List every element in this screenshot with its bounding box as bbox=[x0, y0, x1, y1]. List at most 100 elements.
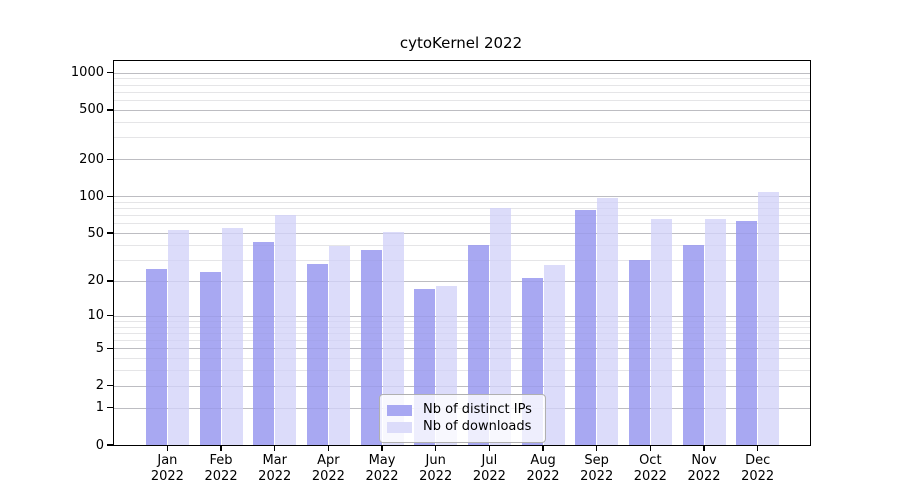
y-tick-1 bbox=[107, 406, 113, 409]
gridline-minor-overlay-8 bbox=[114, 326, 810, 328]
gridline-minor-overlay-800 bbox=[114, 84, 810, 86]
x-tick-month: Jun bbox=[425, 453, 446, 468]
x-tick-month: Dec bbox=[745, 453, 771, 468]
legend-swatch-downloads bbox=[387, 421, 412, 433]
x-tick-label-apr: Apr 2022 bbox=[300, 453, 356, 484]
bar-downloads-nov bbox=[704, 219, 726, 445]
x-tick-month: Jul bbox=[481, 453, 498, 468]
gridline-major-50 bbox=[114, 233, 810, 235]
x-tick-year: 2022 bbox=[633, 468, 667, 484]
y-tick-100 bbox=[107, 195, 113, 197]
x-tick-year: 2022 bbox=[419, 468, 453, 484]
bar-ips-oct bbox=[628, 259, 650, 445]
x-tick-mar bbox=[274, 445, 276, 451]
y-tick-0 bbox=[107, 444, 113, 446]
x-tick-year: 2022 bbox=[472, 468, 506, 484]
legend-item-downloads: Nb of downloads bbox=[387, 419, 537, 435]
gridline-major-overlay-500 bbox=[114, 109, 810, 111]
x-tick-month: Feb bbox=[209, 453, 233, 468]
gridline-major-overlay-100 bbox=[114, 196, 810, 198]
y-tick-label-1000: 1000 bbox=[70, 65, 104, 81]
gridline-major-100 bbox=[114, 196, 810, 198]
gridline-minor-overlay-3 bbox=[114, 370, 810, 372]
bar-downloads-jul bbox=[489, 208, 511, 445]
gridline-minor-overlay-400 bbox=[114, 121, 810, 123]
x-tick-jan bbox=[166, 445, 169, 451]
x-tick-label-jul: Jul 2022 bbox=[461, 453, 517, 484]
gridline-minor-overlay-4 bbox=[114, 358, 810, 360]
x-tick-label-jun: Jun 2022 bbox=[408, 453, 464, 484]
gridline-minor-700 bbox=[114, 91, 810, 93]
gridline-major-2 bbox=[114, 385, 810, 387]
gridline-major-500 bbox=[114, 109, 810, 111]
x-tick-month: Mar bbox=[262, 453, 287, 468]
x-tick-year: 2022 bbox=[580, 468, 614, 484]
y-tick-label-10: 10 bbox=[87, 308, 104, 324]
legend-swatch-distinct-ips bbox=[387, 404, 412, 416]
x-tick-month: Jan bbox=[157, 453, 178, 468]
x-tick-dec bbox=[757, 445, 759, 451]
x-tick-month: Apr bbox=[317, 453, 340, 468]
x-tick-month: Nov bbox=[691, 453, 717, 468]
x-tick-label-feb: Feb 2022 bbox=[193, 453, 249, 484]
bar-ips-apr bbox=[306, 263, 328, 445]
y-tick-label-0: 0 bbox=[95, 437, 104, 453]
gridline-major-200 bbox=[114, 159, 810, 161]
gridline-minor-overlay-300 bbox=[114, 137, 810, 139]
gridline-major-10 bbox=[114, 315, 810, 317]
gridline-minor-overlay-40 bbox=[114, 244, 810, 246]
x-tick-year: 2022 bbox=[150, 468, 184, 484]
gridline-major-overlay-1000 bbox=[114, 72, 810, 74]
x-tick-year: 2022 bbox=[687, 468, 721, 484]
bar-downloads-feb bbox=[221, 228, 243, 445]
y-tick-1000 bbox=[107, 71, 113, 74]
legend-item-distinct-ips: Nb of distinct IPs bbox=[387, 402, 537, 418]
x-tick-sep bbox=[596, 445, 598, 451]
y-tick-label-50: 50 bbox=[87, 225, 104, 241]
x-tick-month: Oct bbox=[639, 453, 662, 468]
bar-downloads-dec bbox=[758, 192, 780, 445]
plot-area: Nb of distinct IPs Nb of downloads 0 1 2 5 1… bbox=[71, 60, 811, 484]
bar-ips-nov bbox=[682, 244, 704, 445]
gridline-major-20 bbox=[114, 280, 810, 282]
y-tick-5 bbox=[107, 347, 113, 350]
x-tick-aug bbox=[542, 445, 544, 451]
x-tick-year: 2022 bbox=[526, 468, 560, 484]
gridline-minor-40 bbox=[114, 244, 810, 246]
x-tick-label-dec: Dec 2022 bbox=[730, 453, 786, 484]
y-tick-label-500: 500 bbox=[79, 102, 104, 118]
gridline-minor-overlay-6 bbox=[114, 340, 810, 342]
y-tick-20 bbox=[107, 280, 113, 282]
gridline-major-overlay-2 bbox=[114, 385, 810, 387]
x-tick-label-jan: Jan 2022 bbox=[139, 453, 195, 484]
x-tick-feb bbox=[220, 445, 222, 451]
x-tick-month: May bbox=[368, 453, 396, 468]
chart-title: cytoKernel 2022 bbox=[399, 34, 523, 52]
x-tick-year: 2022 bbox=[311, 468, 345, 484]
legend: Nb of distinct IPs Nb of downloads bbox=[379, 394, 546, 443]
x-tick-label-nov: Nov 2022 bbox=[676, 453, 732, 484]
x-tick-month: Aug bbox=[530, 453, 556, 468]
gridline-minor-800 bbox=[114, 84, 810, 86]
gridline-minor-90 bbox=[114, 201, 810, 203]
bar-downloads-may bbox=[382, 232, 404, 445]
y-tick-500 bbox=[107, 109, 113, 111]
gridline-minor-overlay-900 bbox=[114, 78, 810, 80]
gridline-minor-4 bbox=[114, 358, 810, 360]
gridline-minor-3 bbox=[114, 370, 810, 372]
bar-ips-feb bbox=[199, 271, 221, 445]
gridline-minor-60 bbox=[114, 223, 810, 225]
bar-ips-may bbox=[360, 250, 382, 445]
bar-ips-dec bbox=[736, 220, 758, 445]
y-tick-label-1: 1 bbox=[95, 400, 104, 416]
y-tick-label-200: 200 bbox=[79, 151, 104, 167]
y-tick-label-2: 2 bbox=[95, 378, 104, 394]
x-tick-year: 2022 bbox=[365, 468, 399, 484]
x-tick-label-oct: Oct 2022 bbox=[622, 453, 678, 484]
x-tick-label-sep: Sep 2022 bbox=[569, 453, 625, 484]
gridline-major-overlay-50 bbox=[114, 233, 810, 235]
gridline-minor-overlay-80 bbox=[114, 208, 810, 210]
y-tick-label-20: 20 bbox=[87, 273, 104, 289]
y-tick-50 bbox=[107, 232, 113, 234]
